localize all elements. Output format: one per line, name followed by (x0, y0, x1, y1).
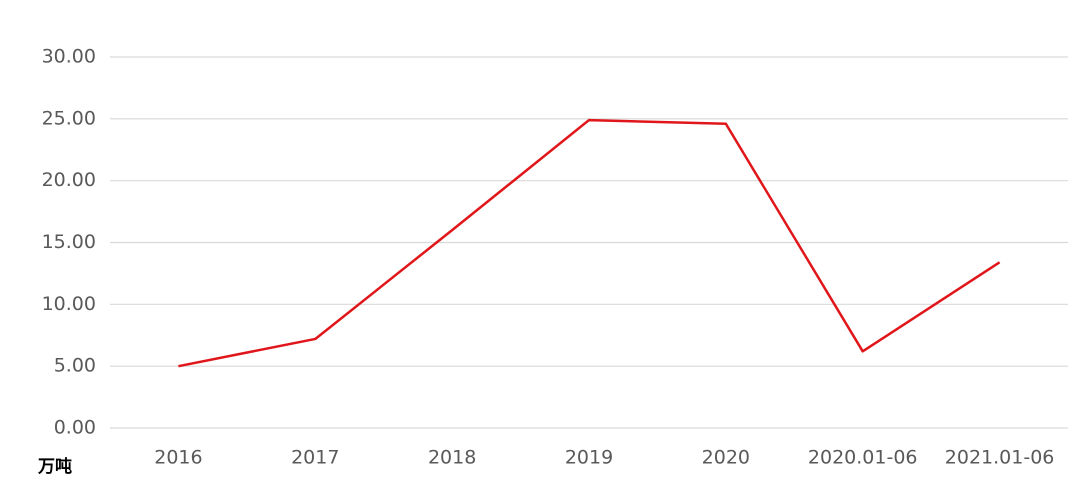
data-line (178, 118, 1001, 368)
x-tick-label: 2017 (291, 447, 339, 469)
x-tick-label: 2019 (565, 447, 613, 469)
x-tick-label: 2018 (428, 447, 476, 469)
x-tick-label: 2020.01-06 (808, 447, 918, 469)
y-tick-label: 30.00 (42, 46, 96, 68)
y-tick-label: 10.00 (42, 293, 96, 315)
y-tick-label: 20.00 (42, 169, 96, 191)
y-unit-label: 万吨 (37, 456, 72, 477)
y-tick-label: 0.00 (54, 417, 96, 439)
x-tick-label: 2021.01-06 (945, 447, 1055, 469)
y-tick-label: 15.00 (42, 231, 96, 253)
x-tick-label: 2020 (702, 447, 750, 469)
y-tick-label: 25.00 (42, 107, 96, 129)
x-tick-label: 2016 (154, 447, 202, 469)
y-tick-label: 5.00 (54, 355, 96, 377)
